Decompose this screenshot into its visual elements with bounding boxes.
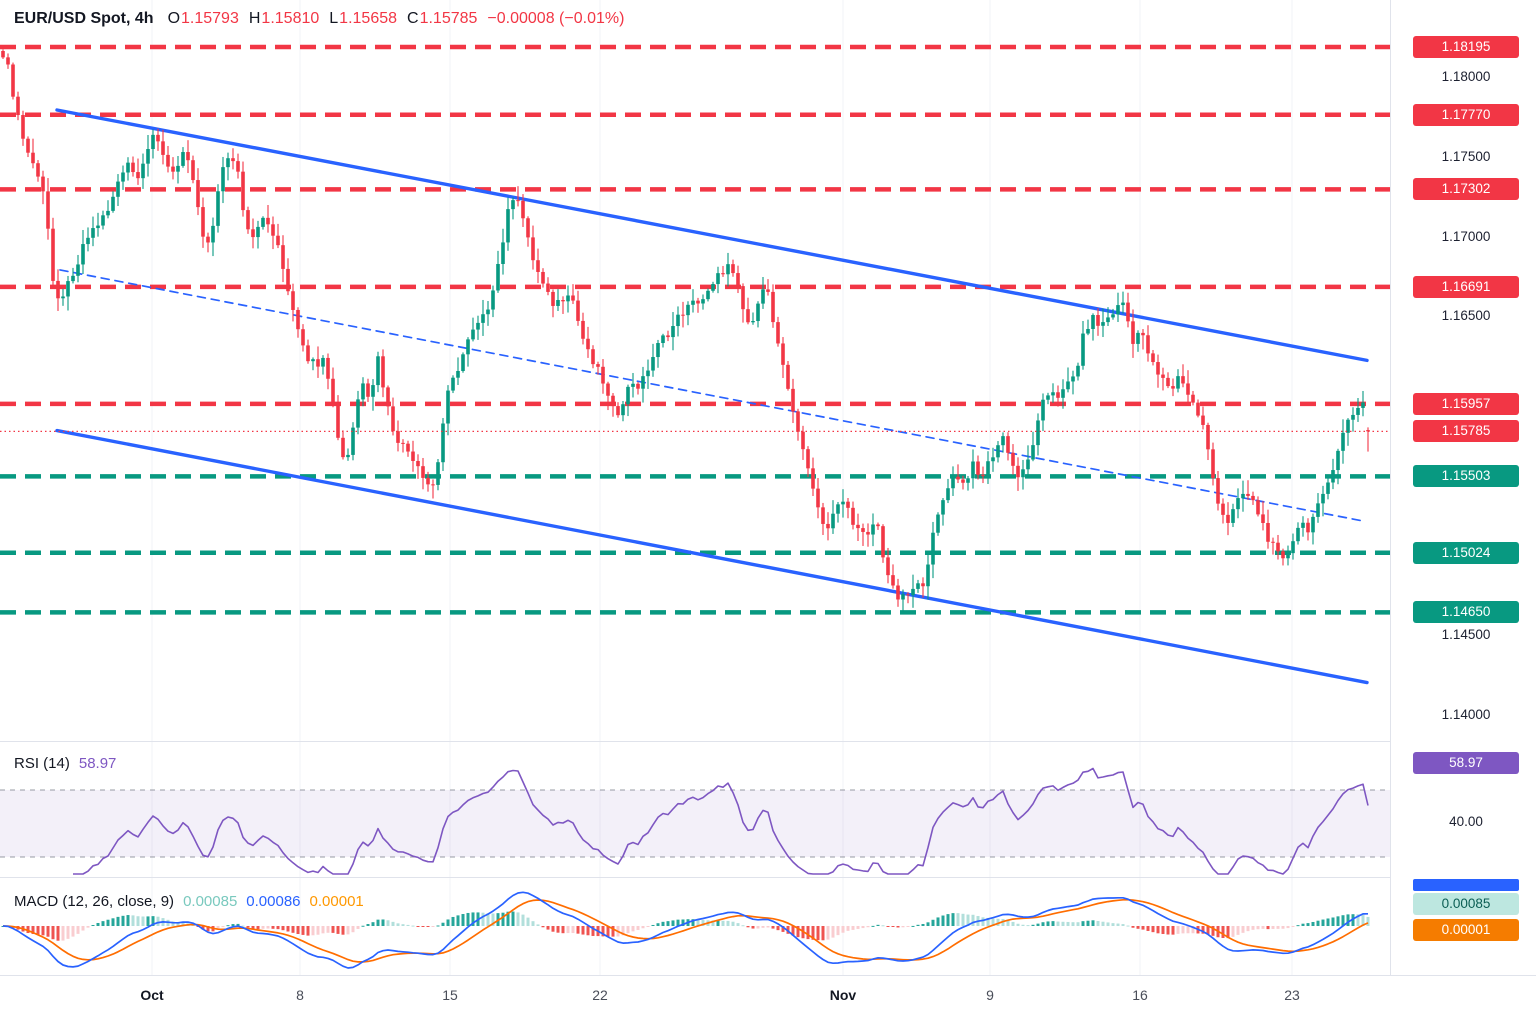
time-axis[interactable]: Oct 8 15 22 Nov 9 16 23 [0,975,1536,1019]
price-tick-label: 1.16500 [1441,308,1491,324]
price-tick-label: 1.17000 [1441,228,1491,244]
price-axis[interactable]: 1.18000 1.17500 1.17000 1.16500 1.14500 1.140… [1390,0,1536,975]
open-value: 1.15793 [181,10,239,27]
macd-name: MACD (12, 26, close, 9) [14,893,175,910]
time-axis-label: 22 [592,987,608,1003]
rsi-name: RSI (14) [14,755,70,772]
macd-label: MACD (12, 26, close, 9) 0.00085 0.00086 0.0… [14,893,364,910]
price-tick-label: 1.17500 [1441,148,1491,164]
price-level-badge: 1.17302 [1413,178,1519,201]
close-label: C [407,10,419,27]
time-axis-label: 16 [1132,987,1148,1003]
price-level-badge: 1.15785 [1413,420,1519,443]
candles [1,49,1370,612]
trend-channel [55,108,1369,685]
price-level-badge: 1.17770 [1413,103,1519,126]
high-value: 1.15810 [261,10,320,27]
price-level-badge: 1.16691 [1413,275,1519,298]
rsi-current-value: 58.97 [78,755,117,772]
rsi-line [73,767,1369,875]
high-label: H [248,10,261,27]
time-axis-label: 8 [296,987,304,1003]
price-level-badge: 1.15957 [1413,392,1519,415]
rsi-band [0,790,1390,857]
price-level-badge: 1.14650 [1413,601,1519,624]
price-level-badge: 1.15024 [1413,541,1519,564]
macd-signal-badge: 0.00001 [1413,919,1519,941]
price-tick-label: 1.14000 [1441,707,1491,723]
macd-signal-line [2,898,1369,963]
rsi-band-lines [0,789,1390,858]
macd-histogram [1,911,1370,941]
macd-line-badge-clipped [1413,879,1519,891]
price-levels [0,44,1390,615]
change-value: −0.00008 (−0.01%) [487,10,625,27]
time-axis-label: Oct [140,987,164,1003]
time-axis-label: 15 [442,987,458,1003]
rsi-label: RSI (14) 58.97 [14,755,116,772]
vertical-gridlines [151,741,1293,877]
rsi-value-badge: 58.97 [1413,752,1519,774]
pane-separator [0,741,1536,742]
price-level-badge: 1.18195 [1413,36,1519,58]
macd-line [2,891,1369,969]
time-axis-label: 23 [1284,987,1300,1003]
price-tick-label: 1.14500 [1441,627,1491,643]
close-value: 1.15785 [419,10,478,27]
price-level-badge: 1.15503 [1413,465,1519,488]
time-axis-label: 9 [986,987,994,1003]
macd-hist-badge: 0.00085 [1413,893,1519,915]
chart-title: EUR/USD Spot, 4h O1.15793 H1.15810 L1.15658… [14,10,624,28]
macd-pane[interactable] [0,877,1390,975]
vertical-gridlines [151,0,1293,741]
time-axis-label: Nov [829,987,857,1003]
macd-hist-value: 0.00085 [183,893,238,910]
macd-line-value: 0.00086 [246,893,301,910]
price-tick-label: 1.18000 [1441,69,1491,85]
price-chart-pane[interactable] [0,0,1390,741]
rsi-tick-label: 40.00 [1449,814,1483,829]
low-value: 1.15658 [339,10,398,27]
low-label: L [329,10,339,27]
macd-signal-value: 0.00001 [309,893,364,910]
symbol-title: EUR/USD Spot, 4h [14,10,154,27]
open-label: O [167,10,181,27]
pane-separator [0,877,1536,878]
rsi-pane[interactable] [0,741,1390,877]
